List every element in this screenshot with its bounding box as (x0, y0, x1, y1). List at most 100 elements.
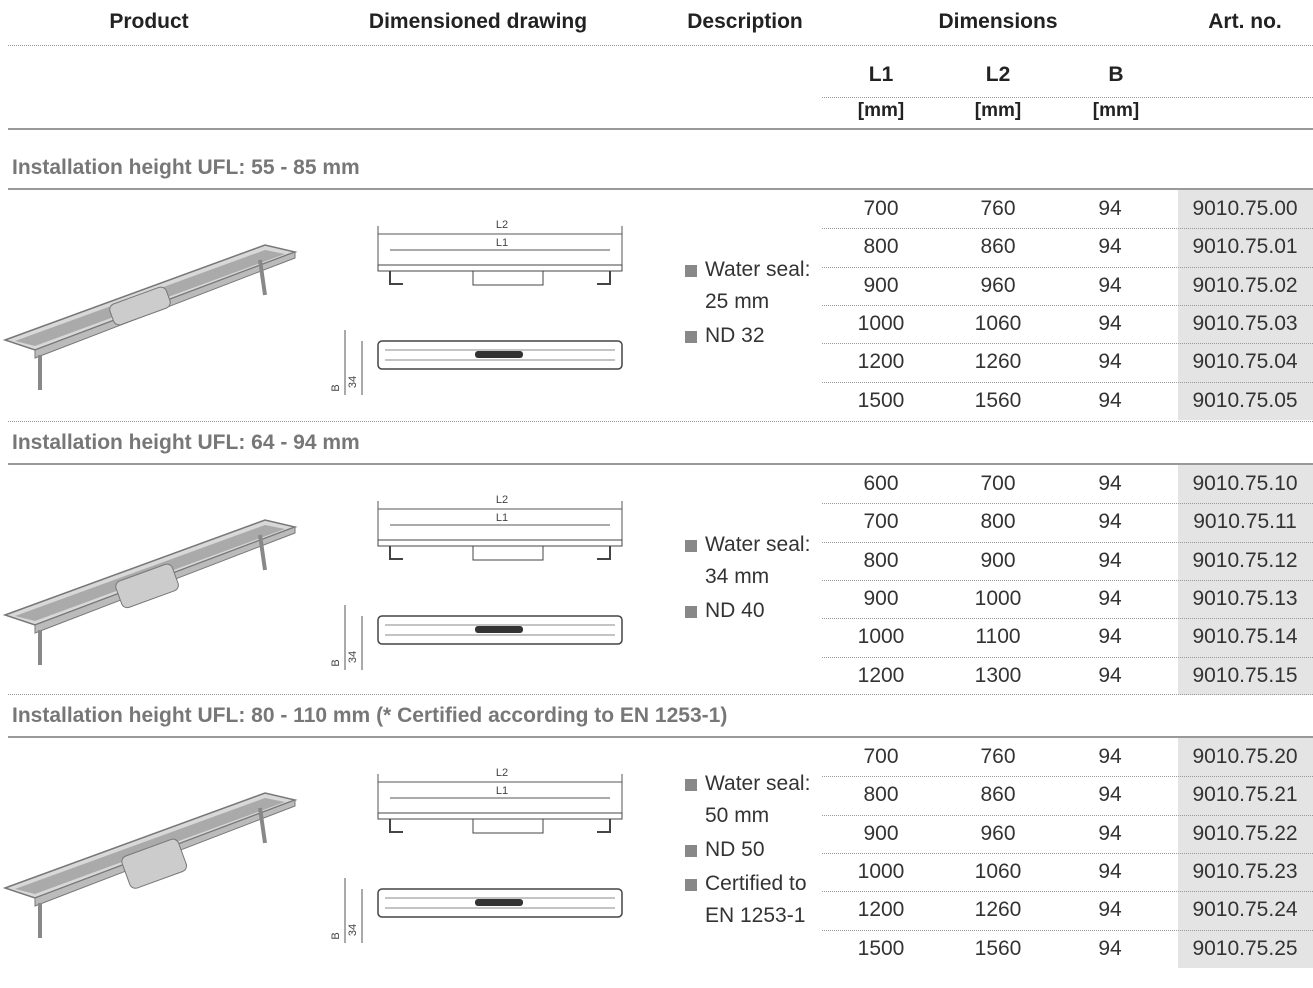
dimension-value: 94 (1098, 663, 1122, 687)
dimension-value: 800 (980, 510, 1016, 534)
rule (822, 343, 1313, 345)
product-image (2, 244, 298, 390)
rule (8, 45, 1313, 46)
drawing-label: L1 (496, 237, 508, 249)
art-no: 9010.75.24 (1192, 898, 1298, 922)
art-no: 9010.75.02 (1192, 273, 1298, 297)
dimension-value: 1200 (857, 898, 905, 922)
column-header: Dimensions (938, 10, 1058, 33)
dimension-value: 94 (1098, 350, 1122, 374)
description-item: Water seal: 25 mm (683, 254, 830, 318)
rule (822, 814, 1313, 816)
dimension-value: 1060 (974, 312, 1022, 336)
dimension-value: 94 (1098, 235, 1122, 259)
dimension-value: 700 (980, 472, 1016, 496)
dimensioned-drawing: L2 L1 B 34 (330, 767, 623, 943)
drawing-label: 34 (347, 924, 359, 936)
drawing-label: B (330, 384, 342, 391)
drawing-label: L2 (496, 494, 508, 506)
dimension-value: 900 (863, 273, 899, 297)
dimension-value: 800 (863, 548, 899, 572)
dimension-value: 94 (1098, 783, 1122, 807)
dimensioned-drawing: L2 L1 B 34 (330, 494, 623, 670)
rule (822, 579, 1313, 581)
dimension-value: 1560 (974, 936, 1022, 960)
rule (822, 852, 1313, 854)
dimension-value: 1000 (857, 625, 905, 649)
description-item: Certified to EN 1253-1 (683, 868, 830, 932)
rule (822, 929, 1313, 931)
dimension-value: 94 (1098, 745, 1122, 769)
dimension-value: 960 (980, 273, 1016, 297)
dimension-value: 1260 (974, 898, 1022, 922)
dimension-value: 960 (980, 821, 1016, 845)
dimension-value: 1000 (857, 860, 905, 884)
dimensioned-drawing: L2 L1 B 34 (330, 219, 623, 395)
page: Product Dimensioned drawing Description Dim… (2, 10, 1313, 968)
art-no: 9010.75.23 (1192, 860, 1298, 884)
product-image (2, 792, 298, 938)
art-no: 9010.75.21 (1192, 783, 1298, 807)
art-no: 9010.75.03 (1192, 312, 1298, 336)
product-image (2, 519, 298, 665)
rule (822, 228, 1313, 230)
dimension-value: 94 (1098, 548, 1122, 572)
art-no: 9010.75.00 (1192, 197, 1298, 221)
dimension-value: 1000 (974, 587, 1022, 611)
description-item: ND 50 (683, 834, 830, 866)
dimension-value: 700 (863, 745, 899, 769)
column-header: Product (109, 10, 189, 33)
dimension-value: 1100 (975, 625, 1021, 649)
description-item: Water seal: 50 mm (683, 768, 830, 832)
rule (822, 891, 1313, 893)
drawing-label: 34 (347, 376, 359, 388)
dimension-value: 1300 (974, 663, 1022, 687)
description-item: Water seal: 34 mm (683, 529, 830, 593)
dimension-value: 94 (1098, 587, 1122, 611)
rule (8, 694, 1313, 695)
dimension-value: 900 (980, 548, 1016, 572)
rule (8, 421, 1313, 422)
rule (8, 128, 1313, 130)
drawing-label: L2 (496, 767, 508, 779)
dimension-value: 1200 (857, 663, 905, 687)
art-no: 9010.75.25 (1192, 936, 1298, 960)
rule (822, 97, 1313, 98)
rule (822, 618, 1313, 620)
column-header: Description (687, 10, 803, 33)
rule (822, 381, 1313, 383)
art-no: 9010.75.22 (1192, 821, 1298, 845)
dimension-value: 94 (1098, 898, 1122, 922)
dimension-value: 1200 (857, 350, 905, 374)
dimension-value: 1500 (857, 388, 905, 412)
art-no: 9010.75.04 (1192, 350, 1298, 374)
section-title: Installation height UFL: 80 - 110 mm (* … (12, 704, 728, 727)
rule (8, 463, 1313, 465)
dimension-value: 94 (1098, 197, 1122, 221)
dimension-value: 600 (863, 472, 899, 496)
drawing-label: 34 (347, 651, 359, 663)
dimension-value: 700 (863, 197, 899, 221)
rule (822, 304, 1313, 306)
column-header: Art. no. (1208, 10, 1282, 33)
dimension-value: 900 (863, 821, 899, 845)
dimension-value: 1000 (857, 312, 905, 336)
art-no: 9010.75.13 (1192, 587, 1298, 611)
rule (822, 503, 1313, 505)
drawing-label: L2 (496, 219, 508, 231)
art-no: 9010.75.10 (1192, 472, 1298, 496)
dimension-value: 94 (1098, 625, 1122, 649)
drawing-label: B (330, 659, 342, 666)
dimension-value: 94 (1098, 472, 1122, 496)
dimension-unit: [mm] (1092, 100, 1140, 121)
dimension-value: 94 (1098, 821, 1122, 845)
art-no: 9010.75.20 (1192, 745, 1298, 769)
drawing-label: B (330, 932, 342, 939)
rule (8, 188, 1313, 190)
dimension-value: 800 (863, 235, 899, 259)
dimension-unit: [mm] (857, 100, 905, 121)
dimension-value: 1560 (974, 388, 1022, 412)
dimension-value: 700 (863, 510, 899, 534)
art-no: 9010.75.14 (1192, 625, 1298, 649)
column-header: Dimensioned drawing (368, 10, 588, 33)
